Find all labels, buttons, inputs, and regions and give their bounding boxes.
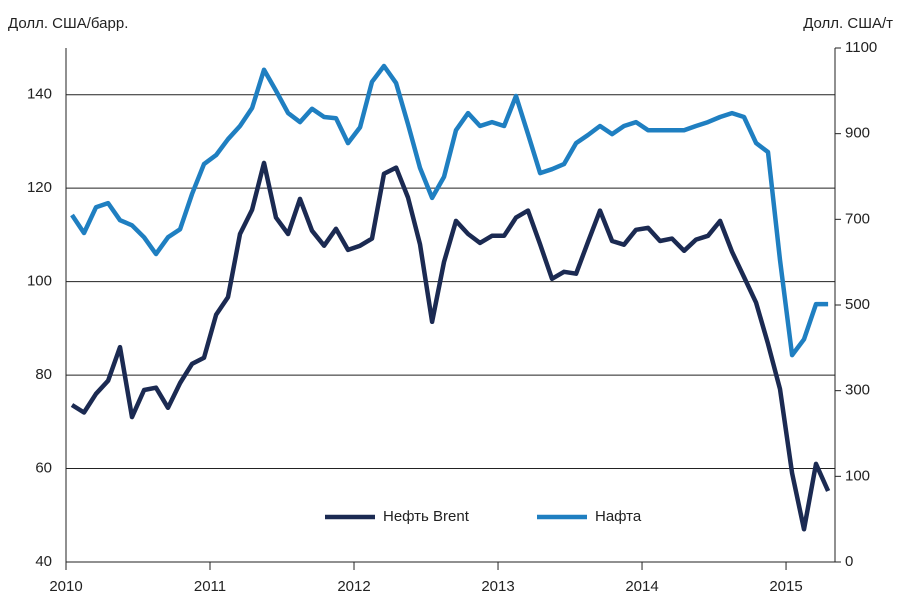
y-tick-label: 120 <box>27 179 52 196</box>
y2-tick-label: 1100 <box>845 39 877 56</box>
x-tick-label: 2012 <box>337 578 370 595</box>
series-line <box>70 160 831 532</box>
y-tick-label: 140 <box>27 86 52 103</box>
y-tick-label: 100 <box>27 273 52 290</box>
x-tick-label: 2015 <box>769 578 802 595</box>
y2-tick-label: 900 <box>845 125 870 142</box>
x-tick-label: 2014 <box>625 578 658 595</box>
y-axis-label: Долл. США/барр. <box>8 15 128 32</box>
y2-axis-label: Долл. США/т <box>803 15 893 32</box>
legend-label: Нефть Brent <box>383 508 470 525</box>
x-tick-label: 2013 <box>481 578 514 595</box>
series-line <box>70 63 829 358</box>
legend-label: Нафта <box>595 508 642 525</box>
y2-tick-label: 300 <box>845 382 870 399</box>
y2-tick-label: 700 <box>845 210 870 227</box>
y-tick-label: 80 <box>35 366 52 383</box>
y-tick-label: 60 <box>35 460 52 477</box>
x-tick-label: 2011 <box>194 578 226 595</box>
y2-tick-label: 500 <box>845 296 870 313</box>
y-tick-label: 40 <box>35 553 52 570</box>
x-tick-label: 2010 <box>49 578 82 595</box>
y2-tick-label: 0 <box>845 553 853 570</box>
y2-tick-label: 100 <box>845 467 870 484</box>
